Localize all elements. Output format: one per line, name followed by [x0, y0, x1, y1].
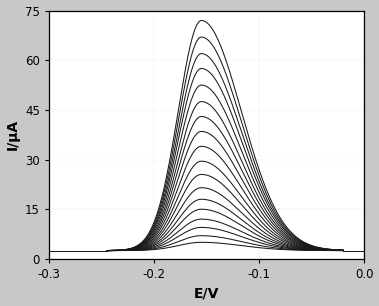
X-axis label: E/V: E/V	[194, 286, 219, 300]
Y-axis label: I/μA: I/μA	[6, 119, 20, 150]
